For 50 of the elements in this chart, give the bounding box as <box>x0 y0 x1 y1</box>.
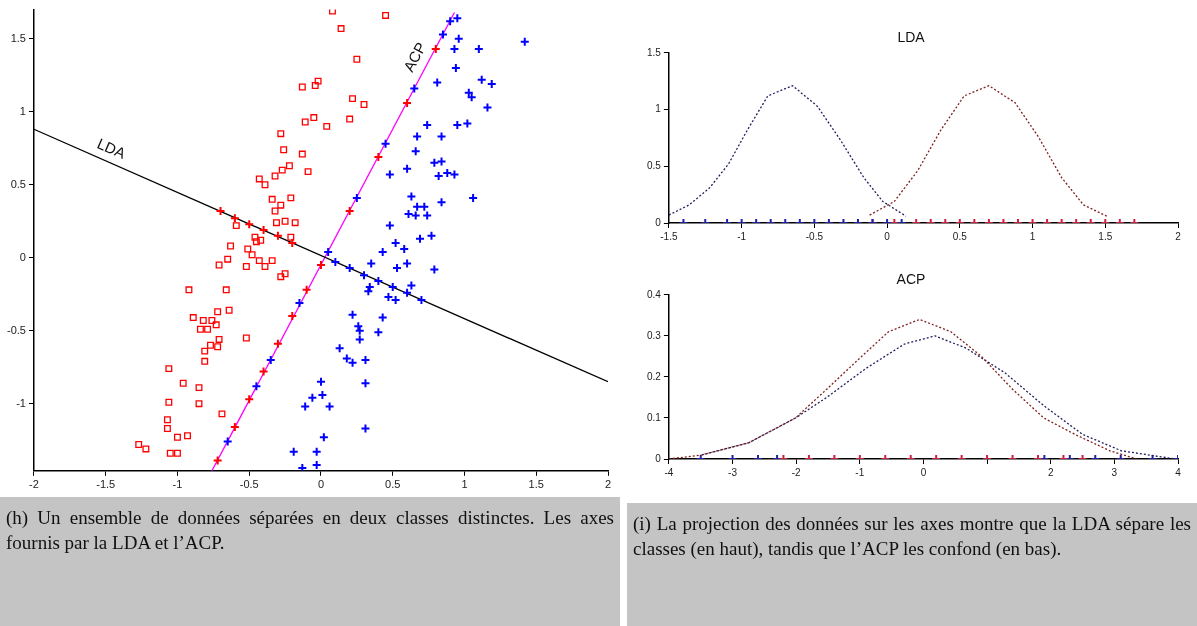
y-tick-label: 0.5 <box>10 177 26 190</box>
y-tick-label: 1 <box>19 104 26 117</box>
line-series <box>668 85 907 217</box>
y-tick-label: 0 <box>19 250 26 263</box>
x-tick-label: 0.5 <box>385 478 401 491</box>
y-tick-label: -1 <box>16 396 26 409</box>
y-tick-label: 1 <box>655 103 662 115</box>
y-tick-label: -0.5 <box>6 323 26 336</box>
x-tick-label: -1 <box>172 478 183 491</box>
chart-title: LDA <box>897 29 926 46</box>
annotation: LDA <box>94 134 129 162</box>
x-tick-label: 2 <box>1175 230 1182 242</box>
x-tick-label: 1.5 <box>1098 230 1113 242</box>
x-tick-label: 0 <box>884 230 891 242</box>
text: (i) La projection des données sur les axes montre que la LDA sépare les classes (en haut), tandis que l’ACP les confond (en bas). <box>627 503 1197 626</box>
chart-title: ACP <box>896 271 926 288</box>
y-tick-label: 0.4 <box>647 288 662 300</box>
line-series <box>668 318 1138 459</box>
y-tick-label: 0.3 <box>647 329 662 341</box>
y-tick-label: 1.5 <box>10 31 26 44</box>
x-tick-label: 0 <box>317 478 325 491</box>
x-tick-label: -1 <box>737 230 747 242</box>
line-series <box>701 335 1177 459</box>
x-tick-label: -1 <box>855 466 865 478</box>
x-tick-label: 1.5 <box>528 478 544 491</box>
x-tick-label: -1.5 <box>96 478 116 491</box>
y-tick-label: 0 <box>655 216 662 228</box>
x-tick-label: -3 <box>728 466 738 478</box>
x-tick-label: 2 <box>604 478 612 491</box>
x-tick-label: -1.5 <box>660 230 678 242</box>
x-tick-label: 1 <box>1029 230 1036 242</box>
x-tick-label: 3 <box>1111 466 1118 478</box>
x-tick-label: 0 <box>920 466 927 478</box>
x-tick-label: -2 <box>29 478 39 491</box>
x-tick-label: -0.5 <box>239 478 259 491</box>
text: (h) Un ensemble de données séparées en deux classes distinctes. Les axes fournis par la LDA et l’ACP. <box>0 497 620 626</box>
x-tick-label: 4 <box>1175 466 1182 478</box>
annotation: ACP <box>399 39 430 75</box>
x-tick-label: -2 <box>791 466 802 478</box>
x-tick-label: 0.5 <box>952 230 968 242</box>
x-tick-label: 1 <box>461 478 468 491</box>
x-tick-label: -0.5 <box>805 230 824 242</box>
y-tick-label: 0 <box>655 452 662 464</box>
x-tick-label: 2 <box>1047 466 1054 478</box>
x-tick-label: -4 <box>664 466 674 478</box>
y-tick-label: 0.5 <box>647 160 662 172</box>
y-tick-label: 0.1 <box>647 411 662 423</box>
y-tick-label: 0.2 <box>647 370 662 382</box>
line-series <box>868 85 1108 217</box>
y-tick-label: 1.5 <box>647 46 662 58</box>
